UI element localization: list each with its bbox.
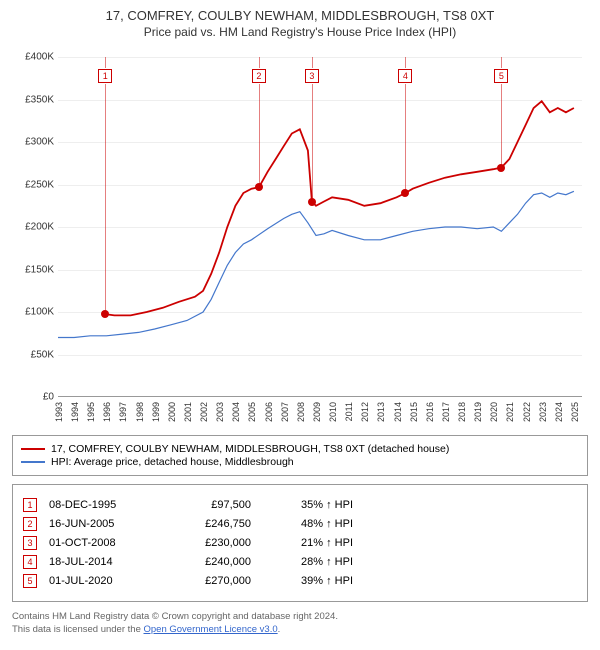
sale-dot: [101, 310, 109, 318]
footer-attribution: Contains HM Land Registry data © Crown c…: [12, 610, 588, 637]
row-marker: 3: [23, 536, 37, 550]
x-axis-label: 2014: [393, 402, 403, 422]
x-axis-label: 2000: [167, 402, 177, 422]
table-row: 4 18-JUL-2014 £240,000 28% ↑ HPI: [23, 555, 577, 569]
sale-price: £230,000: [171, 537, 251, 549]
x-axis-label: 2004: [231, 402, 241, 422]
x-axis-label: 2001: [183, 402, 193, 422]
sale-price: £240,000: [171, 556, 251, 568]
y-axis-label: £350K: [6, 94, 54, 105]
x-axis-label: 2009: [312, 402, 322, 422]
x-axis-label: 1999: [151, 402, 161, 422]
sale-price: £270,000: [171, 575, 251, 587]
x-axis-label: 2022: [522, 402, 532, 422]
row-marker: 5: [23, 574, 37, 588]
table-row: 2 16-JUN-2005 £246,750 48% ↑ HPI: [23, 517, 577, 531]
sale-hpi-pct: 39% ↑ HPI: [263, 575, 353, 587]
x-axis-label: 2018: [457, 402, 467, 422]
licence-link[interactable]: Open Government Licence v3.0: [144, 624, 278, 635]
table-row: 5 01-JUL-2020 £270,000 39% ↑ HPI: [23, 574, 577, 588]
sales-table: 1 08-DEC-1995 £97,500 35% ↑ HPI 2 16-JUN-2005…: [12, 484, 588, 602]
sale-marker: 3: [305, 69, 319, 83]
y-axis-label: £100K: [6, 307, 54, 318]
table-row: 3 01-OCT-2008 £230,000 21% ↑ HPI: [23, 536, 577, 550]
y-axis-label: £150K: [6, 264, 54, 275]
x-axis-label: 2006: [264, 402, 274, 422]
sale-marker: 4: [398, 69, 412, 83]
y-axis-label: £250K: [6, 179, 54, 190]
sale-dot: [255, 183, 263, 191]
hpi-line: [58, 191, 574, 337]
row-marker: 2: [23, 517, 37, 531]
x-axis-label: 1993: [54, 402, 64, 422]
x-axis-label: 1994: [70, 402, 80, 422]
page-subtitle: Price paid vs. HM Land Registry's House …: [8, 25, 592, 39]
x-axis-label: 2020: [489, 402, 499, 422]
sale-hpi-pct: 35% ↑ HPI: [263, 499, 353, 511]
sale-marker: 2: [252, 69, 266, 83]
y-axis-label: £300K: [6, 137, 54, 148]
x-axis-label: 1998: [135, 402, 145, 422]
sale-dot: [308, 198, 316, 206]
sale-date: 18-JUL-2014: [49, 556, 159, 568]
sale-marker: 1: [98, 69, 112, 83]
x-axis-label: 2021: [505, 402, 515, 422]
sale-dot: [497, 164, 505, 172]
sale-price: £246,750: [171, 518, 251, 530]
x-axis-label: 2010: [328, 402, 338, 422]
sale-price: £97,500: [171, 499, 251, 511]
x-axis-label: 2003: [215, 402, 225, 422]
x-axis-label: 2005: [247, 402, 257, 422]
x-axis-label: 2025: [570, 402, 580, 422]
x-axis-label: 2016: [425, 402, 435, 422]
legend-item: HPI: Average price, detached house, Midd…: [21, 456, 579, 468]
sale-date: 08-DEC-1995: [49, 499, 159, 511]
y-axis-label: £0: [6, 392, 54, 403]
x-axis-label: 2017: [441, 402, 451, 422]
x-axis-label: 2024: [554, 402, 564, 422]
x-axis-label: 1996: [102, 402, 112, 422]
sale-hpi-pct: 28% ↑ HPI: [263, 556, 353, 568]
y-axis-label: £400K: [6, 52, 54, 63]
x-axis-label: 1997: [118, 402, 128, 422]
x-axis-label: 2002: [199, 402, 209, 422]
x-axis-label: 2012: [360, 402, 370, 422]
sale-hpi-pct: 21% ↑ HPI: [263, 537, 353, 549]
x-axis-label: 1995: [86, 402, 96, 422]
legend-item: 17, COMFREY, COULBY NEWHAM, MIDDLESBROUG…: [21, 443, 579, 455]
sale-marker: 5: [494, 69, 508, 83]
sale-date: 16-JUN-2005: [49, 518, 159, 530]
y-axis-label: £200K: [6, 222, 54, 233]
sale-date: 01-OCT-2008: [49, 537, 159, 549]
footer-line2: This data is licensed under the Open Gov…: [12, 623, 588, 636]
footer-line1: Contains HM Land Registry data © Crown c…: [12, 610, 588, 623]
x-axis-label: 2011: [344, 402, 354, 421]
sale-hpi-pct: 48% ↑ HPI: [263, 518, 353, 530]
row-marker: 1: [23, 498, 37, 512]
x-axis-label: 2023: [538, 402, 548, 422]
x-axis-label: 2013: [376, 402, 386, 422]
page-title: 17, COMFREY, COULBY NEWHAM, MIDDLESBROUG…: [8, 8, 592, 23]
sale-date: 01-JUL-2020: [49, 575, 159, 587]
y-axis-label: £50K: [6, 349, 54, 360]
x-axis-label: 2008: [296, 402, 306, 422]
row-marker: 4: [23, 555, 37, 569]
x-axis-label: 2007: [280, 402, 290, 422]
sale-dot: [401, 189, 409, 197]
x-axis-label: 2015: [409, 402, 419, 422]
table-row: 1 08-DEC-1995 £97,500 35% ↑ HPI: [23, 498, 577, 512]
x-axis-label: 2019: [473, 402, 483, 422]
legend: 17, COMFREY, COULBY NEWHAM, MIDDLESBROUG…: [12, 435, 588, 476]
price-chart: £0 £50K £100K £150K £200K £250K £300K £350K £400…: [8, 47, 592, 427]
property-line: [105, 101, 574, 315]
